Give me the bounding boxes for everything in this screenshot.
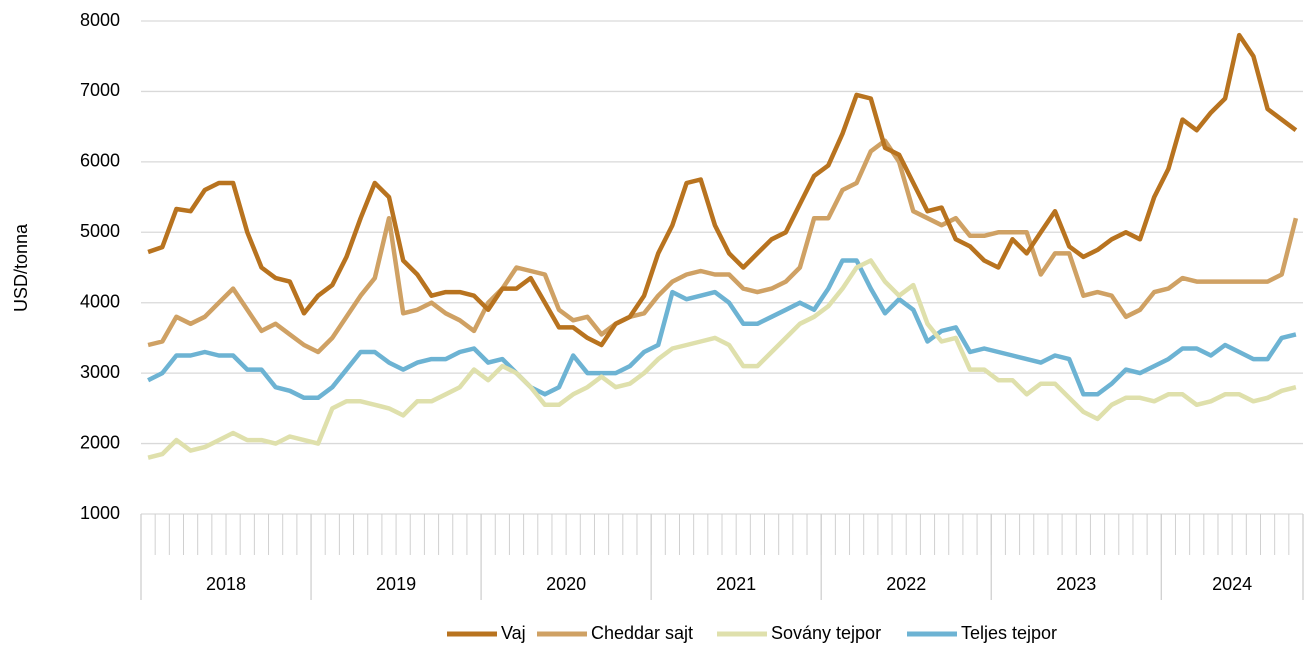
y-tick-label: 5000 bbox=[80, 221, 120, 241]
legend-label: Vaj bbox=[501, 623, 526, 643]
y-tick-label: 2000 bbox=[80, 432, 120, 452]
y-tick-label: 6000 bbox=[80, 151, 120, 171]
y-tick-label: 3000 bbox=[80, 362, 120, 382]
series-line bbox=[147, 258, 1297, 401]
x-group-label: 2019 bbox=[376, 574, 416, 594]
y-tick-label: 4000 bbox=[80, 291, 120, 311]
legend-label: Teljes tejpor bbox=[961, 623, 1057, 643]
series-line bbox=[147, 138, 1299, 355]
legend-label: Cheddar sajt bbox=[591, 623, 693, 643]
x-group-label: 2023 bbox=[1056, 574, 1096, 594]
x-group-label: 2024 bbox=[1212, 574, 1252, 594]
y-axis-title: USD/tonna bbox=[11, 223, 31, 312]
series-line bbox=[147, 32, 1298, 348]
x-group-label: 2021 bbox=[716, 574, 756, 594]
series-line bbox=[147, 258, 1297, 460]
y-tick-label: 7000 bbox=[80, 80, 120, 100]
legend-label: Sovány tejpor bbox=[771, 623, 881, 643]
x-group-label: 2020 bbox=[546, 574, 586, 594]
x-group-label: 2018 bbox=[206, 574, 246, 594]
x-group-label: 2022 bbox=[886, 574, 926, 594]
y-tick-label: 1000 bbox=[80, 503, 120, 523]
y-tick-label: 8000 bbox=[80, 10, 120, 30]
